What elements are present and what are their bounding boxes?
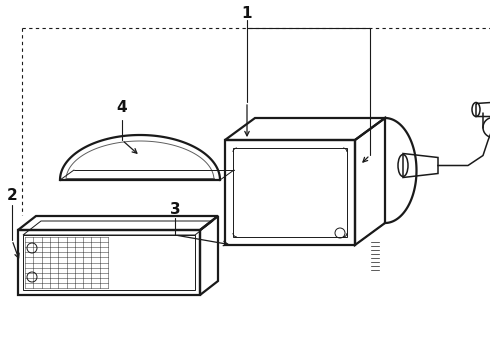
- Text: 1: 1: [242, 6, 252, 22]
- Text: 4: 4: [117, 100, 127, 116]
- Text: 2: 2: [7, 188, 17, 202]
- Text: 3: 3: [170, 202, 180, 217]
